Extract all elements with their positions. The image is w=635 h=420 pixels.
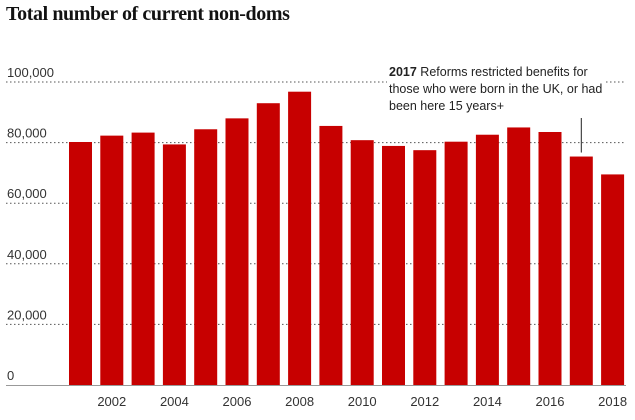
bar-2005 <box>194 129 218 385</box>
bar-2011 <box>382 145 405 385</box>
annotation-text: Reforms restricted benefits for those wh… <box>389 65 603 113</box>
annotation-year: 2017 <box>389 65 417 79</box>
y-axis-ticks: 0 20,000 40,000 60,000 80,000 100,000 <box>7 65 54 383</box>
y-tick-label: 0 <box>7 368 14 383</box>
y-tick-label: 60,000 <box>7 186 47 201</box>
bar-2001 <box>69 141 92 385</box>
bar-2015 <box>507 127 531 385</box>
y-tick-label: 20,000 <box>7 307 47 322</box>
bar-2017 <box>569 156 593 385</box>
bar-2004 <box>162 144 186 385</box>
bar-2016 <box>538 131 562 385</box>
y-tick-label: 80,000 <box>7 126 47 141</box>
x-tick-label: 2018 <box>598 394 627 409</box>
x-tick-label: 2004 <box>160 394 189 409</box>
x-tick-label: 2008 <box>285 394 314 409</box>
x-tick-label: 2014 <box>473 394 502 409</box>
y-tick-label: 40,000 <box>7 247 47 262</box>
bars <box>69 91 625 386</box>
bar-2012 <box>413 150 437 385</box>
bar-2010 <box>350 140 374 385</box>
bar-2007 <box>256 103 280 386</box>
chart-title: Total number of current non-doms <box>6 3 290 25</box>
bar-2003 <box>131 132 155 385</box>
x-tick-label: 2010 <box>348 394 377 409</box>
bar-2002 <box>100 135 124 385</box>
x-axis-ticks: 2002 2004 2006 2008 2010 2012 2014 2016 2018 <box>97 394 627 409</box>
bar-2018 <box>601 174 625 385</box>
annotation: 2017 Reforms restricted benefits for tho… <box>387 64 606 115</box>
bar-2009 <box>319 125 343 385</box>
x-tick-label: 2006 <box>223 394 252 409</box>
bar-2014 <box>475 134 499 385</box>
x-tick-label: 2012 <box>410 394 439 409</box>
x-tick-label: 2016 <box>536 394 565 409</box>
x-tick-label: 2002 <box>97 394 126 409</box>
gridlines <box>6 81 626 325</box>
bar-2013 <box>444 141 468 385</box>
bar-2008 <box>288 91 312 386</box>
y-tick-label: 100,000 <box>7 65 54 80</box>
bar-2006 <box>225 118 249 386</box>
